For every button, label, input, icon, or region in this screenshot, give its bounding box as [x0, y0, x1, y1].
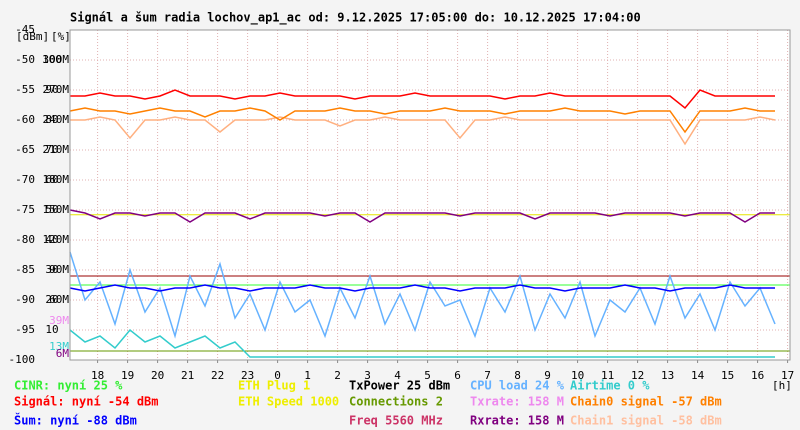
- series-line: [69, 209, 775, 223]
- y-tick-label: -55: [15, 83, 35, 96]
- y2-tick-label: 70: [45, 143, 58, 156]
- series-line: [69, 284, 775, 292]
- x-tick-label: 2: [334, 369, 341, 382]
- y-tick-label: -80: [15, 233, 35, 246]
- series-line: [70, 89, 775, 110]
- x-tick-label: 12: [631, 369, 644, 382]
- x-tick-label: 7: [484, 369, 491, 382]
- x-tick-label: 3: [364, 369, 371, 382]
- y-axis-label: [%]: [51, 30, 71, 43]
- y2-tick-label: 100: [42, 53, 62, 66]
- legend-entry: Airtime 0 %: [570, 379, 650, 393]
- y-tick-label: -45: [15, 23, 35, 36]
- y2-tick-label: 30: [45, 263, 58, 276]
- x-tick-label: 13: [661, 369, 674, 382]
- y-axis-label: [dBm]: [16, 30, 49, 43]
- legend-entry: Txrate: 158 M: [470, 395, 564, 409]
- y-tick-label: -60: [15, 113, 35, 126]
- legend-entry: ETH Speed 1000: [238, 395, 339, 409]
- plot-area: [70, 30, 790, 360]
- y3-tick-label: 210M: [43, 143, 70, 156]
- chart-title: Signál a šum radia lochov_ap1_ac od: 9.1…: [70, 11, 641, 26]
- legend-entry: CPU load 24 %: [470, 379, 565, 393]
- y2-tick-label: 40: [45, 233, 58, 246]
- x-tick-label: 21: [181, 369, 194, 382]
- y3-tick-label: 90M: [49, 263, 69, 276]
- x-tick-label: 17: [781, 369, 794, 382]
- y2-tick-label: 60: [45, 173, 58, 186]
- y3-mark-label: 13M: [49, 340, 69, 353]
- y2-tick-label: 80: [45, 113, 58, 126]
- legend-entry: ETH Plug 1: [238, 379, 310, 393]
- x-tick-label: 4: [394, 369, 401, 382]
- y2-tick-label: 90: [45, 83, 58, 96]
- x-tick-label: 1: [304, 369, 311, 382]
- series-line: [69, 328, 775, 358]
- x-tick-label: 10: [571, 369, 584, 382]
- x-tick-label: 23: [241, 369, 254, 382]
- y-tick-label: -95: [15, 323, 35, 336]
- series-line: [69, 251, 776, 339]
- y-tick-label: -70: [15, 173, 35, 186]
- legend-entry: TxPower 25 dBm: [349, 379, 450, 393]
- y3-mark-label: 6M: [56, 347, 70, 360]
- x-tick-label: 6: [454, 369, 461, 382]
- legend-entry: CINR: nyní 25 %: [14, 379, 123, 393]
- y3-tick-label: 300M: [43, 53, 70, 66]
- x-tick-label: 5: [424, 369, 431, 382]
- y3-tick-label: 60M: [49, 293, 69, 306]
- y2-tick-label: 20: [45, 293, 58, 306]
- legend-entry: Rxrate: 158 M: [470, 414, 564, 428]
- y-tick-label: -75: [15, 203, 35, 216]
- x-tick-label: 14: [691, 369, 705, 382]
- x-tick-label: 11: [601, 369, 614, 382]
- series-line: [70, 116, 776, 146]
- legend-entry: Šum: nyní -88 dBm: [14, 413, 137, 428]
- x-tick-label: 0: [274, 369, 281, 382]
- y-tick-label: -85: [15, 263, 35, 276]
- x-tick-label: 22: [211, 369, 224, 382]
- series-line: [69, 107, 775, 134]
- y-tick-label: -90: [15, 293, 35, 306]
- legend-entry: Connections 2: [349, 395, 443, 409]
- legend-entry: Chain0 signal -57 dBm: [570, 395, 722, 409]
- y3-tick-label: 120M: [43, 233, 70, 246]
- x-tick-label: 15: [721, 369, 734, 382]
- y3-tick-label: 150M: [43, 203, 70, 216]
- x-axis-unit: [h]: [772, 379, 792, 392]
- x-tick-label: 9: [544, 369, 551, 382]
- plot-border: [69, 29, 791, 361]
- x-tick-label: 8: [514, 369, 521, 382]
- y-tick-label: -50: [15, 53, 35, 66]
- y3-tick-label: 240M: [43, 113, 70, 126]
- legend-entry: Signál: nyní -54 dBm: [14, 395, 159, 409]
- y-tick-label: -100: [9, 353, 36, 366]
- x-tick-label: 18: [91, 369, 104, 382]
- y2-tick-label: 50: [45, 203, 58, 216]
- legend-entry: Chain1 signal -58 dBm: [570, 414, 722, 428]
- legend-entry: Freq 5560 MHz: [349, 414, 443, 428]
- y3-tick-label: 270M: [43, 83, 70, 96]
- y3-mark-label: 39M: [49, 314, 69, 327]
- x-tick-label: 19: [121, 369, 134, 382]
- y2-tick-label: 10: [45, 323, 58, 336]
- y-tick-label: -65: [15, 143, 35, 156]
- x-tick-label: 20: [151, 369, 164, 382]
- y3-tick-label: 180M: [43, 173, 70, 186]
- x-tick-label: 16: [751, 369, 764, 382]
